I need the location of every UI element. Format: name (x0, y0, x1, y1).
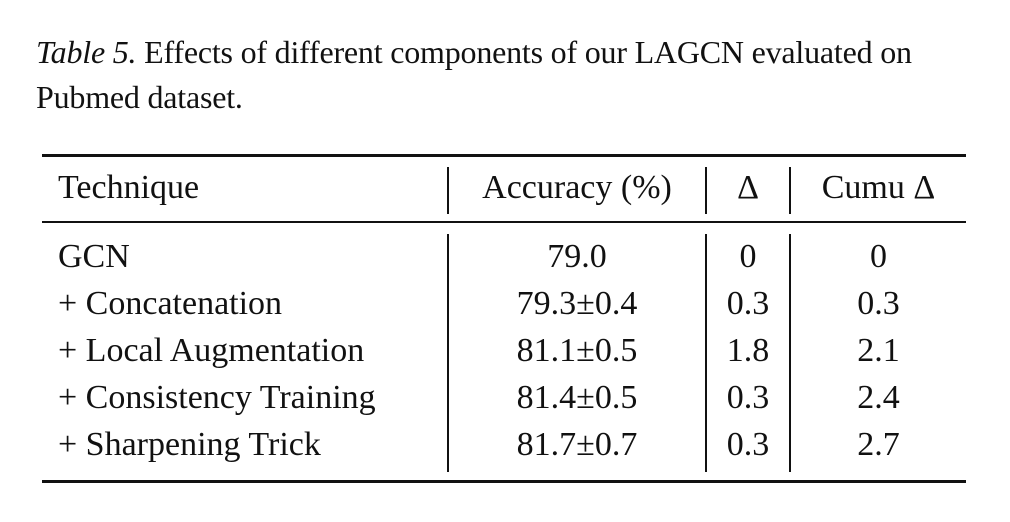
row-4-cumu: 2.4 (857, 379, 900, 416)
row-3-technique: + Local Augmentation (58, 332, 365, 369)
row-2-accuracy: 79.3±0.4 (516, 285, 638, 322)
row-2-technique: + Concatenation (58, 285, 283, 322)
caption-label: Table 5. (36, 34, 137, 70)
row-5-technique: + Sharpening Trick (58, 426, 321, 463)
caption-text: Effects of different components of our L… (36, 34, 912, 115)
header-cumu-delta: Cumu Δ (821, 169, 936, 206)
row-1-cumu: 0 (870, 238, 887, 275)
row-1-technique: GCN (58, 238, 130, 275)
row-1-accuracy: 79.0 (547, 238, 607, 275)
column-separator-3 (789, 167, 791, 214)
top-rule (42, 154, 966, 157)
header-delta: Δ (737, 169, 759, 206)
row-1-delta: 0 (739, 238, 757, 275)
table-caption: Table 5. Effects of different components… (36, 30, 986, 120)
column-separator-2-body (705, 234, 707, 472)
row-3-delta: 1.8 (726, 332, 770, 369)
column-separator-1-body (447, 234, 449, 472)
row-5-accuracy: 81.7±0.7 (516, 426, 638, 463)
row-5-delta: 0.3 (726, 426, 770, 463)
row-3-cumu: 2.1 (857, 332, 900, 369)
header-technique: Technique (58, 169, 200, 206)
header-accuracy: Accuracy (%) (482, 169, 672, 206)
row-4-delta: 0.3 (726, 379, 770, 416)
row-5-cumu: 2.7 (857, 426, 900, 463)
row-2-delta: 0.3 (726, 285, 770, 322)
row-4-technique: + Consistency Training (58, 379, 376, 416)
row-3-accuracy: 81.1±0.5 (516, 332, 638, 369)
column-separator-3-body (789, 234, 791, 472)
row-2-cumu: 0.3 (857, 285, 900, 322)
header-rule (42, 221, 966, 223)
row-4-accuracy: 81.4±0.5 (516, 379, 638, 416)
bottom-rule (42, 480, 966, 483)
column-separator-1 (447, 167, 449, 214)
column-separator-2 (705, 167, 707, 214)
